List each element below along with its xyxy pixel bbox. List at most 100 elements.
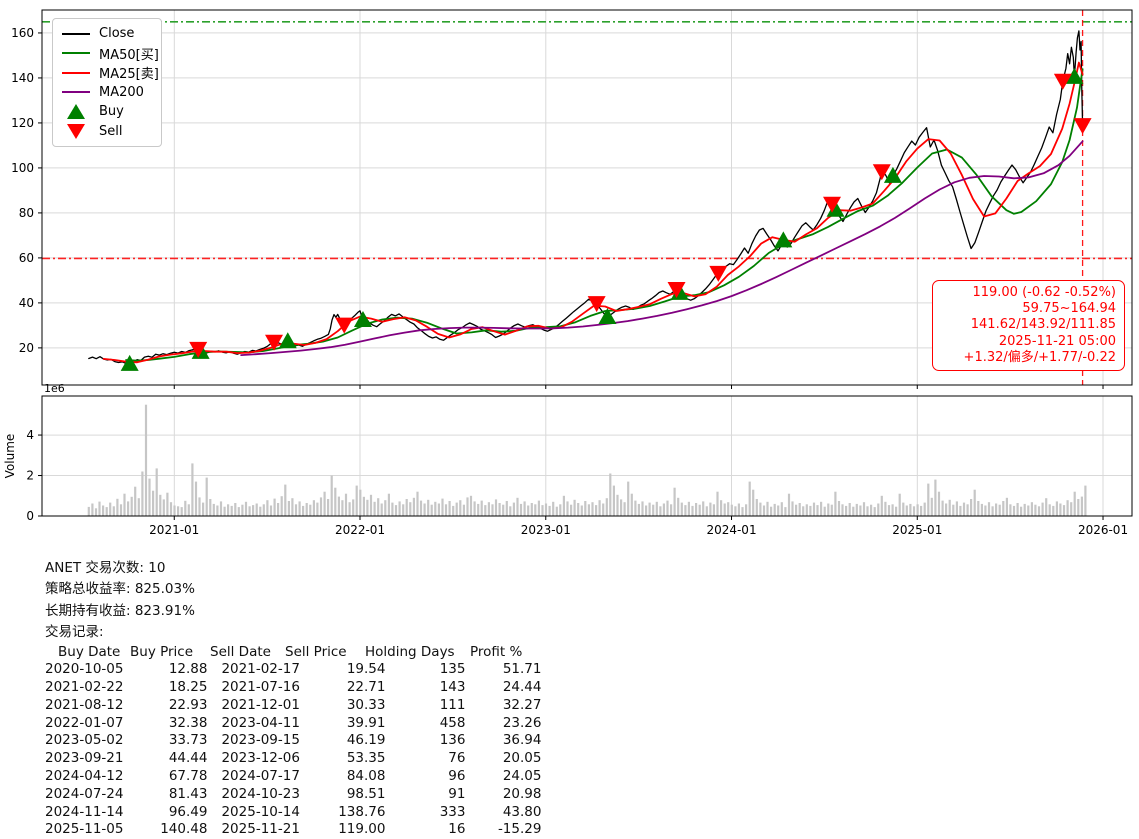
trade-column-header: Buy Price (130, 643, 194, 660)
sell-marker (1053, 73, 1072, 90)
trade-table: 2020-10-05 12.88 2021-02-17 19.54 135 51.71 20… (45, 661, 541, 839)
trade-row: 2024-11-14 96.49 2025-10-14 138.76 333 43.80 (45, 804, 541, 822)
legend-item: MA50[买] (61, 44, 159, 64)
x-tick-label: 2026-01 (1078, 523, 1128, 537)
legend-item-label: MA200 (99, 84, 144, 100)
trade-cell: 51.71 (502, 661, 542, 678)
trade-cell: 2024-07-17 (221, 768, 300, 784)
trade-row: 2023-05-02 33.73 2023-09-15 46.19 136 36.94 (45, 732, 541, 750)
stock-analysis-figure: 20 40 60 80 100 120 140 160 0 2 4 2021-01 2022-01 202… (3, 9, 1133, 537)
trade-cell: 2024-11-14 (45, 803, 124, 820)
chart-legend: Close MA50[买] MA25[卖] MA200 Buy Sell (52, 18, 162, 147)
volume-tick-label: 0 (26, 509, 34, 523)
trade-cell: 20.98 (502, 785, 542, 802)
summary-strategy-return: 策略总收益率: 825.03% (45, 581, 195, 598)
legend-item-label: Close (99, 26, 135, 42)
buy-marker (120, 354, 139, 371)
legend-item: Buy (61, 102, 153, 122)
trade-cell: 30.33 (346, 696, 386, 713)
series-ma200 (240, 140, 1084, 357)
trade-cell: 32.27 (502, 696, 542, 713)
trade-cell: 19.54 (346, 661, 386, 678)
trade-row: 2023-09-21 44.44 2023-12-06 53.35 76 20.05 (45, 750, 541, 768)
trade-cell: 91 (448, 785, 466, 802)
x-tick-label: 2024-01 (706, 523, 756, 537)
legend-item-label: MA25[卖] (99, 67, 159, 83)
volume-plot-border (41, 395, 1133, 517)
legend-item-label: MA50[买] (99, 47, 159, 63)
trade-cell: 2025-11-05 (45, 821, 124, 838)
trade-cell: 136 (439, 732, 466, 749)
trade-cell: 138.76 (338, 803, 386, 820)
trade-cell: 81.43 (168, 785, 208, 802)
trade-cell: 140.48 (160, 821, 208, 838)
trade-cell: 2025-11-21 (221, 821, 300, 838)
x-tick-label: 2022-01 (335, 523, 385, 537)
trade-cell: 2021-02-17 (221, 661, 300, 678)
sell-marker (709, 265, 728, 282)
sell-marker (1073, 118, 1092, 135)
trade-cell: 2025-10-14 (221, 803, 300, 820)
annotation-line-mas: 141.62/143.92/111.85 (970, 317, 1116, 333)
x-tick-label: 2021-01 (149, 523, 199, 537)
y-tick-label: 160 (11, 26, 34, 40)
price-volume-chart: 20 40 60 80 100 120 140 160 0 2 4 2021-01 2022-01 202… (3, 9, 1133, 537)
legend-item: Sell (61, 122, 153, 142)
trade-cell: 96 (448, 768, 466, 784)
trade-row: 2022-01-07 32.38 2023-04-11 39.91 458 23.26 (45, 715, 541, 733)
y-tick-label: 80 (19, 206, 34, 220)
price-annotation-box: 119.00 (-0.62 -0.52%) 59.75~164.94 141.6… (932, 280, 1125, 372)
trade-row: 2024-07-24 81.43 2024-10-23 98.51 91 20.98 (45, 786, 541, 804)
trade-cell: 2023-09-15 (221, 732, 300, 749)
trade-cell: 24.05 (502, 768, 542, 784)
y-tick-label: 60 (19, 251, 34, 265)
legend-line-swatch (62, 32, 90, 35)
trade-column-header: Holding Days (365, 643, 455, 660)
buy-marker (353, 311, 372, 328)
trade-table-header: Buy Date Buy Price Sell Date Sell Price Hold… (45, 644, 605, 662)
volume-tick-label: 2 (26, 469, 34, 483)
legend-line-swatch (62, 71, 90, 74)
sell-marker (823, 196, 842, 213)
legend-item: MA25[卖] (61, 63, 159, 83)
trade-cell: 2023-04-11 (221, 714, 300, 731)
trade-cell: 2021-12-01 (221, 696, 300, 713)
trade-cell: 96.49 (168, 803, 208, 820)
trade-cell: 84.08 (346, 768, 386, 784)
buy-marker (883, 166, 902, 183)
trade-cell: 2020-10-05 (45, 661, 124, 678)
trade-column-header: Sell Price (285, 643, 347, 660)
trade-cell: 43.80 (502, 803, 542, 820)
trade-cell: 119.00 (338, 821, 386, 838)
trade-cell: 22.93 (168, 696, 208, 713)
buy-marker (774, 231, 793, 248)
volume-offset-label: 1e6 (44, 382, 65, 395)
trade-cell: 12.88 (168, 661, 208, 678)
sell-marker (587, 296, 606, 313)
trade-cell: 18.25 (168, 679, 208, 696)
summary-hold-return: 长期持有收益: 823.91% (45, 602, 195, 619)
trade-cell: 39.91 (346, 714, 386, 731)
volume-axis-label: Volume (3, 434, 17, 479)
y-tick-label: 20 (19, 341, 34, 355)
trade-cell: 111 (439, 696, 466, 713)
legend-line-swatch (62, 52, 90, 55)
x-tick-label: 2023-01 (521, 523, 571, 537)
legend-item-label: Buy (99, 104, 124, 120)
trade-cell: 16 (448, 821, 466, 838)
trade-cell: 33.73 (168, 732, 208, 749)
trade-cell: -15.29 (497, 821, 542, 838)
trade-cell: 2024-07-24 (45, 785, 124, 802)
trade-row: 2021-02-22 18.25 2021-07-16 22.71 143 24.44 (45, 679, 541, 697)
sell-marker (189, 341, 208, 358)
gridlines (42, 10, 1132, 516)
trade-cell: 2024-10-23 (221, 785, 300, 802)
legend-item: Close (61, 24, 153, 44)
legend-item-label: Sell (99, 123, 123, 139)
annotation-line-last-price: 119.00 (-0.62 -0.52%) (972, 285, 1116, 300)
trade-cell: 53.35 (346, 750, 386, 767)
main-plot-border (41, 9, 1133, 386)
trade-cell: 76 (448, 750, 466, 767)
annotation-line-datetime: 2025-11-21 05:00 (998, 333, 1116, 349)
trade-row: 2021-08-12 22.93 2021-12-01 30.33 111 32.27 (45, 697, 541, 715)
